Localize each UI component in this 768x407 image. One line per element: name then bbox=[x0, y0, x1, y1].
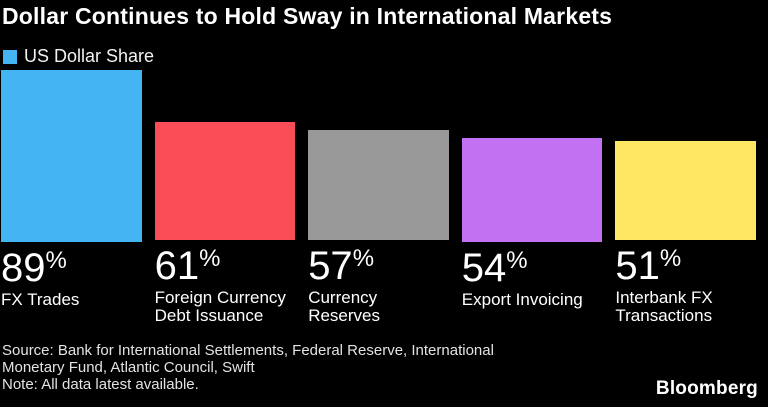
chart-column: 57% Currency Reserves bbox=[308, 70, 449, 325]
percent-sign: % bbox=[659, 244, 682, 272]
chart-columns: 89% FX Trades 61% Foreign Currency Debt Issu… bbox=[1, 70, 756, 325]
category-label-line: Interbank FX bbox=[615, 287, 713, 307]
bar bbox=[154, 121, 296, 240]
bar-track bbox=[308, 70, 449, 240]
chart-column: 89% FX Trades bbox=[1, 70, 142, 325]
category-label-line: Foreign Currency bbox=[154, 287, 286, 307]
category-label-line: FX Trades bbox=[1, 290, 80, 309]
chart-column: 51% Interbank FX Transactions bbox=[615, 70, 756, 325]
percent-sign: % bbox=[506, 247, 528, 274]
value-label: 54% bbox=[461, 246, 528, 290]
bar bbox=[1, 70, 142, 242]
legend-color-swatch bbox=[3, 49, 17, 64]
bar bbox=[308, 129, 449, 240]
value-label: 51% bbox=[615, 243, 682, 288]
source-line: Monetary Fund, Atlantic Council, Swift bbox=[2, 358, 255, 376]
legend-label: US Dollar Share bbox=[24, 46, 155, 66]
chart-column: 54% Export Invoicing bbox=[461, 70, 603, 325]
category-label: Foreign Currency Debt Issuance bbox=[154, 287, 296, 325]
value-label: 89% bbox=[1, 246, 67, 290]
category-label-line: Reserves bbox=[308, 305, 380, 325]
percent-sign: % bbox=[45, 247, 67, 274]
category-label-line: Debt Issuance bbox=[154, 305, 264, 325]
bar-track bbox=[1, 70, 142, 242]
category-label-line: Export Invoicing bbox=[461, 290, 583, 309]
value-label: 57% bbox=[308, 243, 375, 288]
category-label-line: Transactions bbox=[615, 305, 713, 325]
value-label: 61% bbox=[154, 243, 221, 288]
bar-track bbox=[615, 70, 756, 240]
source-line: Source: Bank for International Settlemen… bbox=[2, 342, 494, 359]
category-label: Interbank FX Transactions bbox=[615, 287, 756, 325]
bar-track bbox=[154, 70, 296, 240]
category-label: Export Invoicing bbox=[461, 290, 603, 309]
category-label: Currency Reserves bbox=[308, 287, 449, 325]
category-label: FX Trades bbox=[1, 290, 142, 309]
category-label-line: Currency bbox=[308, 287, 378, 307]
chart-title: Dollar Continues to Hold Sway in Interna… bbox=[2, 3, 613, 29]
bar bbox=[615, 140, 756, 240]
bar bbox=[461, 138, 603, 242]
chart-column: 61% Foreign Currency Debt Issuance bbox=[154, 70, 296, 325]
percent-sign: % bbox=[199, 244, 221, 272]
bar-track bbox=[461, 70, 603, 242]
legend: US Dollar Share bbox=[3, 46, 154, 67]
source-note: Source: Bank for International Settlemen… bbox=[2, 342, 494, 394]
percent-sign: % bbox=[352, 244, 375, 272]
note-line: Note: All data latest available. bbox=[2, 375, 199, 393]
bloomberg-logo: Bloomberg bbox=[655, 378, 758, 399]
